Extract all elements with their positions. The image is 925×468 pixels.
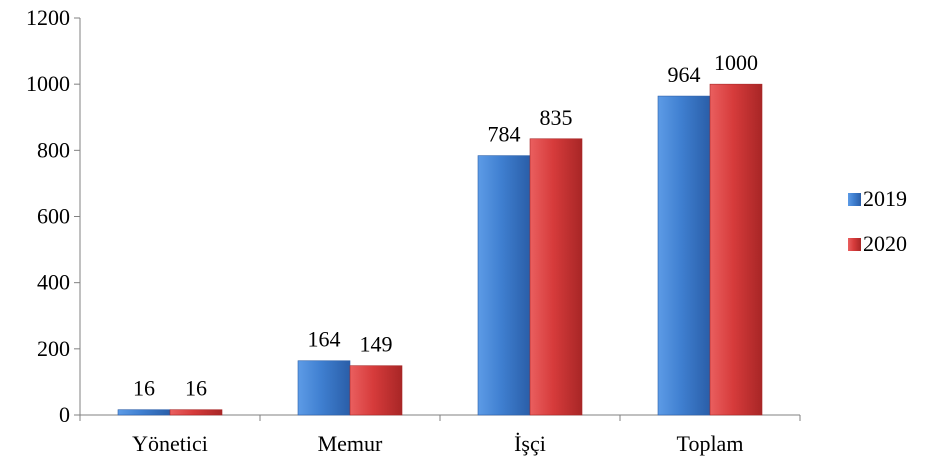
x-tick-label: Toplam: [677, 431, 744, 456]
x-tick-label: Memur: [318, 431, 383, 456]
x-tick-label: Yönetici: [132, 431, 208, 456]
data-label: 784: [488, 122, 521, 147]
data-label: 16: [133, 376, 155, 401]
legend: 2019 2020: [848, 186, 907, 256]
bar-2019-Toplam: [657, 95, 711, 416]
x-tick-label: İşçi: [514, 431, 546, 456]
data-label: 1000: [714, 50, 758, 75]
bar-2020-Toplam: [709, 83, 763, 416]
data-label: 149: [360, 332, 393, 357]
axes: 0 200 400 600 800 1000 1200 Yönetici Memur İşçi To…: [26, 5, 801, 456]
bar-2020-İşçi: [529, 138, 583, 416]
legend-label: 2019: [863, 186, 907, 211]
bar-2020-Yönetici: [169, 409, 223, 416]
y-tick-label: 800: [37, 137, 70, 162]
y-tick-label: 200: [37, 336, 70, 361]
data-label: 16: [185, 376, 207, 401]
data-label: 964: [668, 62, 701, 87]
bar-2020-Memur: [349, 365, 403, 416]
y-tick-label: 0: [59, 402, 70, 427]
bar-2019-Yönetici: [117, 409, 171, 416]
legend-swatch-2020: [848, 238, 861, 251]
legend-swatch-2019: [848, 193, 861, 206]
bar-2019-Memur: [297, 360, 351, 416]
data-labels: 16 164 784 964 16 149 835 1000: [133, 50, 758, 401]
bars: [117, 83, 763, 416]
y-tick-label: 600: [37, 204, 70, 229]
legend-label: 2020: [863, 231, 907, 256]
data-label: 835: [540, 105, 573, 130]
y-tick-label: 400: [37, 270, 70, 295]
y-tick-label: 1000: [26, 71, 70, 96]
y-tick-label: 1200: [26, 5, 70, 30]
data-label: 164: [308, 327, 341, 352]
bar-2019-İşçi: [477, 155, 531, 416]
